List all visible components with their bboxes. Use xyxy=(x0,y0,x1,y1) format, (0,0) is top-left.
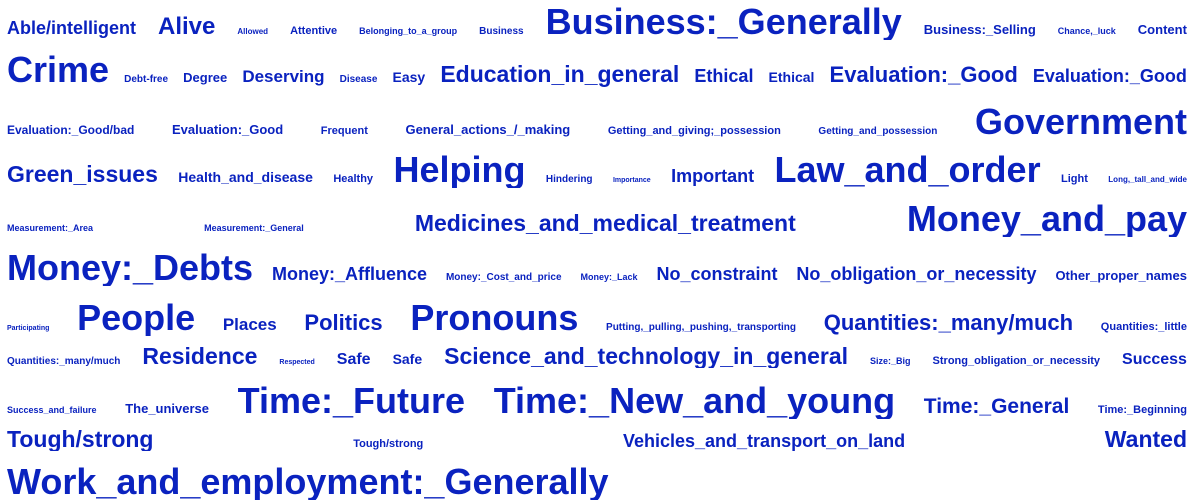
cloud-line: Money:_Debts Money:_Affluence Money:_Cost_… xyxy=(7,250,1187,286)
cloud-word: Respected xyxy=(279,359,315,367)
cloud-word: Degree xyxy=(183,69,228,85)
cloud-word: Measurement:_Area xyxy=(7,222,94,233)
cloud-word: Health_and_disease xyxy=(178,168,313,185)
cloud-word: Politics xyxy=(304,309,383,335)
cloud-word: Wanted xyxy=(1104,428,1187,452)
cloud-word: Time:_General xyxy=(923,394,1070,418)
cloud-word: Belonging_to_a_group xyxy=(359,25,458,36)
cloud-word: Crime xyxy=(7,51,110,88)
cloud-word: Quantities:_little xyxy=(1100,320,1187,333)
cloud-word: Debt-free xyxy=(124,73,169,85)
cloud-word: The_universe xyxy=(125,400,210,416)
cloud-word: Participating xyxy=(7,324,50,332)
cloud-word: Attentive xyxy=(290,24,338,37)
cloud-word: Putting,_pulling,_pushing,_transporting xyxy=(606,321,797,333)
cloud-word: Science_and_technology_in_general xyxy=(444,345,849,369)
cloud-line: Green_issues Health_and_disease Healthy Hel… xyxy=(7,152,1187,188)
cloud-word: Quantities:_many/much xyxy=(7,356,121,368)
cloud-word: Education_in_general xyxy=(440,60,680,87)
cloud-word: Work_and_employment:_Generally xyxy=(7,463,609,500)
cloud-line: Quantities:_many/much Residence Respected S… xyxy=(7,345,1187,368)
cloud-word: Money:_Debts xyxy=(7,249,254,286)
cloud-word: Helping xyxy=(393,151,526,188)
cloud-word: Allowed xyxy=(237,26,269,36)
cloud-word: No_obligation_or_necessity xyxy=(796,263,1037,284)
cloud-word: Frequent xyxy=(320,124,368,137)
cloud-word: Light xyxy=(1061,172,1088,185)
cloud-word: General_actions_/_making xyxy=(405,121,571,137)
cloud-line: Able/intelligent Alive Allowed Attentive Bel… xyxy=(7,4,1187,40)
cloud-word: Important xyxy=(671,165,755,186)
cloud-word: Safe xyxy=(336,351,371,369)
cloud-word: Time:_New_and_young xyxy=(493,382,896,419)
cloud-word: Easy xyxy=(392,68,426,85)
cloud-line: Success_and_failure The_universe Time:_Fut… xyxy=(7,383,1187,419)
cloud-word: People xyxy=(77,299,196,336)
cloud-word: Tough/strong xyxy=(353,438,424,451)
cloud-word: Deserving xyxy=(242,66,325,86)
cloud-word: Measurement:_General xyxy=(204,222,304,233)
cloud-line: Measurement:_Area Measurement:_General Med… xyxy=(7,201,1187,237)
cloud-word: Alive xyxy=(158,12,216,40)
cloud-word: Evaluation:_Good xyxy=(171,121,284,137)
cloud-word: Money:_Affluence xyxy=(271,263,428,284)
cloud-word: No_constraint xyxy=(656,263,778,284)
cloud-word: Money:_Lack xyxy=(580,271,638,282)
cloud-word: Strong_obligation_or_necessity xyxy=(932,355,1101,368)
cloud-word: Money_and_pay xyxy=(906,200,1187,237)
cloud-word: Evaluation:_Good xyxy=(829,61,1018,87)
cloud-word: Success_and_failure xyxy=(7,404,97,415)
cloud-word: Money:_Cost_and_price xyxy=(445,271,562,283)
cloud-line: Crime Debt-free Degree Deserving Disease Easy… xyxy=(7,52,1187,88)
cloud-line: Evaluation:_Good/bad Evaluation:_Good Freq… xyxy=(7,104,1187,140)
cloud-word: Time:_Beginning xyxy=(1097,403,1187,416)
cloud-word: Business xyxy=(479,25,524,37)
cloud-line: Tough/strong Tough/strong Vehicles_and_tra… xyxy=(7,428,1187,451)
cloud-word: Law_and_order xyxy=(774,151,1041,188)
cloud-line: Work_and_employment:_Generally xyxy=(7,464,1187,500)
cloud-word: Green_issues xyxy=(7,160,158,187)
cloud-line: Participating People Places Politics Pronoun… xyxy=(7,300,1187,336)
cloud-word: Chance,_luck xyxy=(1057,25,1116,36)
cloud-word: Pronouns xyxy=(410,299,579,336)
cloud-word: Government xyxy=(974,103,1187,140)
cloud-word: Long,_tall_and_wide xyxy=(1108,174,1187,184)
cloud-word: Content xyxy=(1137,21,1187,37)
cloud-word: Safe xyxy=(392,351,423,368)
cloud-word: Medicines_and_medical_treatment xyxy=(414,209,796,236)
cloud-word: Business:_Generally xyxy=(545,3,902,40)
cloud-word: Able/intelligent xyxy=(7,17,137,38)
cloud-word: Hindering xyxy=(545,173,593,185)
cloud-word: Ethical xyxy=(768,68,815,85)
cloud-word: Other_proper_names xyxy=(1055,267,1187,283)
cloud-word: Size:_Big xyxy=(870,356,911,367)
cloud-word: Ethical xyxy=(694,65,754,86)
cloud-word: Vehicles_and_transport_on_land xyxy=(622,431,906,452)
cloud-word: Residence xyxy=(142,345,258,369)
cloud-word: Healthy xyxy=(333,172,374,185)
cloud-word: Getting_and_possession xyxy=(818,125,938,137)
cloud-word: Places xyxy=(222,314,277,334)
cloud-word: Business:_Selling xyxy=(923,21,1036,37)
cloud-word: Quantities:_many/much xyxy=(823,309,1074,335)
cloud-word: Time:_Future xyxy=(237,382,466,419)
cloud-word: Getting_and_giving;_possession xyxy=(607,124,781,137)
cloud-word: Tough/strong xyxy=(7,428,154,452)
cloud-word: Evaluation:_Good xyxy=(1032,65,1187,86)
cloud-word: Disease xyxy=(339,73,378,85)
cloud-word: Importance xyxy=(612,176,651,184)
cloud-word: Success xyxy=(1122,351,1187,369)
cloud-word: Evaluation:_Good/bad xyxy=(7,122,135,137)
